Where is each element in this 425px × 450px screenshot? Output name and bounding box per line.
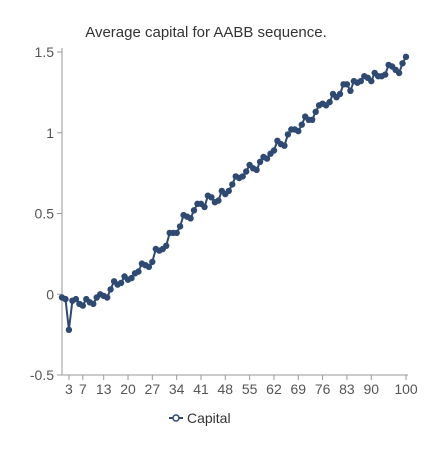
data-point[interactable]	[79, 302, 87, 309]
legend[interactable]: Capital	[169, 410, 231, 426]
data-point[interactable]	[229, 181, 236, 188]
y-tick-label: 1.5	[35, 44, 55, 60]
data-point[interactable]	[295, 127, 302, 135]
x-tick-label: 13	[96, 381, 112, 397]
x-tick-label: 69	[290, 381, 306, 397]
y-axis-ticks: 1.5 1 0.5 0 -0.5	[30, 44, 62, 383]
data-point[interactable]	[402, 53, 410, 60]
y-tick-label: 0	[46, 286, 54, 302]
chart-title: Average capital for AABB sequence.	[85, 24, 327, 41]
series-points-capital	[58, 53, 410, 333]
x-tick-label: 76	[315, 381, 331, 397]
data-point[interactable]	[145, 263, 153, 270]
x-tick-label: 90	[363, 381, 379, 397]
x-axis-ticks: 3 7 13 20 27 34 41 48 55 62 69 76 83 90 100	[65, 375, 418, 397]
data-point[interactable]	[163, 242, 170, 249]
data-point[interactable]	[309, 116, 316, 124]
legend-marker-icon	[172, 414, 180, 422]
plot-area: 1.5 1 0.5 0 -0.5 3 7 13 20 27 34 41 48 55 62 69 76 83 90 1…	[30, 44, 418, 397]
x-tick-label: 7	[79, 381, 87, 397]
data-point[interactable]	[312, 108, 319, 116]
x-tick-label: 55	[242, 381, 258, 397]
data-point[interactable]	[72, 295, 80, 303]
x-tick-label: 27	[145, 381, 161, 397]
legend-label: Capital	[187, 410, 231, 426]
data-point[interactable]	[190, 207, 198, 214]
data-point[interactable]	[298, 121, 305, 128]
data-point[interactable]	[149, 258, 156, 266]
data-point[interactable]	[347, 87, 354, 95]
y-tick-label: 1	[46, 125, 54, 141]
x-tick-label: 62	[266, 381, 282, 397]
x-tick-label: 34	[169, 381, 185, 397]
y-tick-label: -0.5	[30, 367, 54, 383]
data-point[interactable]	[326, 98, 333, 106]
data-point[interactable]	[187, 215, 194, 222]
data-point[interactable]	[176, 223, 184, 230]
data-point[interactable]	[343, 81, 351, 88]
data-point[interactable]	[399, 60, 406, 67]
x-tick-label: 41	[193, 381, 209, 397]
data-point[interactable]	[208, 194, 215, 201]
data-point[interactable]	[382, 71, 389, 78]
y-tick-label: 0.5	[35, 206, 55, 222]
data-point[interactable]	[225, 187, 232, 195]
data-point[interactable]	[65, 326, 73, 333]
data-point[interactable]	[128, 274, 135, 282]
data-point[interactable]	[357, 77, 364, 85]
data-point[interactable]	[104, 294, 111, 301]
data-point[interactable]	[256, 158, 264, 165]
data-point[interactable]	[336, 90, 344, 98]
x-tick-label: 83	[339, 381, 355, 397]
x-tick-label: 100	[394, 381, 418, 397]
data-point[interactable]	[239, 173, 246, 180]
data-point[interactable]	[90, 300, 97, 308]
x-tick-label: 20	[120, 381, 136, 397]
x-tick-label: 48	[218, 381, 234, 397]
data-point[interactable]	[243, 168, 250, 175]
data-point[interactable]	[215, 197, 222, 204]
data-point[interactable]	[135, 268, 142, 275]
data-point[interactable]	[281, 142, 288, 149]
data-point[interactable]	[62, 295, 69, 303]
data-point[interactable]	[173, 229, 180, 237]
data-point[interactable]	[107, 286, 114, 293]
x-tick-label: 3	[65, 381, 73, 397]
data-point[interactable]	[270, 147, 278, 154]
data-point[interactable]	[395, 69, 403, 77]
data-point[interactable]	[284, 131, 292, 138]
data-point[interactable]	[263, 155, 271, 162]
data-point[interactable]	[368, 77, 375, 85]
data-point[interactable]	[253, 166, 260, 174]
data-point[interactable]	[117, 279, 125, 287]
data-point[interactable]	[201, 203, 208, 211]
